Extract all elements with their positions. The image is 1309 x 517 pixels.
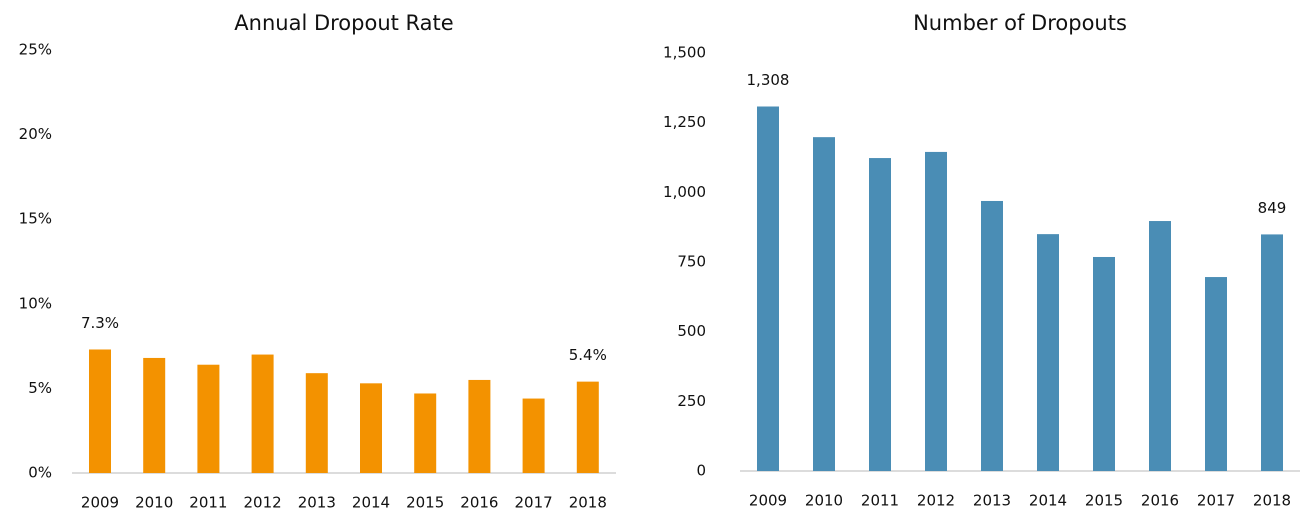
bar: [1093, 256, 1115, 471]
x-tick-label: 2012: [244, 494, 282, 512]
x-tick-label: 2015: [1085, 492, 1123, 510]
y-tick-label: 10%: [19, 294, 52, 312]
data-label: 849: [1258, 199, 1287, 217]
bar: [143, 357, 166, 473]
x-tick-label: 2018: [1253, 492, 1291, 510]
bar: [305, 373, 328, 473]
x-tick-label: 2011: [189, 494, 227, 512]
y-tick-label: 1,500: [663, 44, 706, 62]
bar: [869, 158, 891, 472]
x-tick-label: 2010: [805, 492, 843, 510]
y-tick-label: 0: [696, 462, 706, 480]
bar: [925, 151, 947, 471]
bar: [360, 383, 382, 473]
x-tick-label: 2011: [861, 492, 899, 510]
x-tick-label: 2013: [298, 494, 336, 512]
bar: [1149, 221, 1171, 471]
x-tick-label: 2009: [81, 494, 119, 512]
bar: [468, 379, 491, 473]
bar: [197, 364, 220, 473]
chart-title: Number of Dropouts: [913, 11, 1127, 35]
x-tick-label: 2017: [515, 494, 553, 512]
y-tick-label: 20%: [19, 125, 52, 143]
data-label: 1,308: [747, 71, 790, 89]
y-tick-label: 250: [677, 392, 706, 410]
x-tick-label: 2012: [917, 492, 955, 510]
chart-title: Annual Dropout Rate: [234, 11, 453, 35]
bar: [1205, 277, 1227, 471]
bar: [813, 137, 835, 471]
data-label: 7.3%: [81, 314, 119, 332]
x-tick-label: 2016: [460, 494, 498, 512]
x-tick-label: 2014: [352, 494, 390, 512]
x-tick-label: 2016: [1141, 492, 1179, 510]
y-tick-label: 15%: [19, 210, 52, 228]
bar: [1261, 234, 1283, 471]
bar: [576, 381, 599, 473]
y-tick-label: 1,250: [663, 113, 706, 131]
x-tick-label: 2014: [1029, 492, 1067, 510]
x-tick-label: 2017: [1197, 492, 1235, 510]
y-tick-label: 5%: [28, 379, 52, 397]
bar: [981, 200, 1003, 472]
bar: [251, 354, 274, 473]
x-tick-label: 2010: [135, 494, 173, 512]
bar: [414, 393, 437, 473]
y-tick-label: 500: [677, 322, 706, 340]
y-tick-label: 0%: [28, 464, 52, 482]
bar: [522, 398, 545, 473]
bar: [757, 106, 779, 471]
x-tick-label: 2009: [749, 492, 787, 510]
bar: [1037, 234, 1059, 471]
x-tick-label: 2013: [973, 492, 1011, 510]
y-tick-label: 25%: [19, 41, 52, 59]
y-tick-label: 750: [677, 253, 706, 271]
x-tick-label: 2018: [569, 494, 607, 512]
x-tick-label: 2015: [406, 494, 444, 512]
y-tick-label: 1,000: [663, 183, 706, 201]
data-label: 5.4%: [569, 346, 607, 364]
bar: [89, 349, 111, 473]
